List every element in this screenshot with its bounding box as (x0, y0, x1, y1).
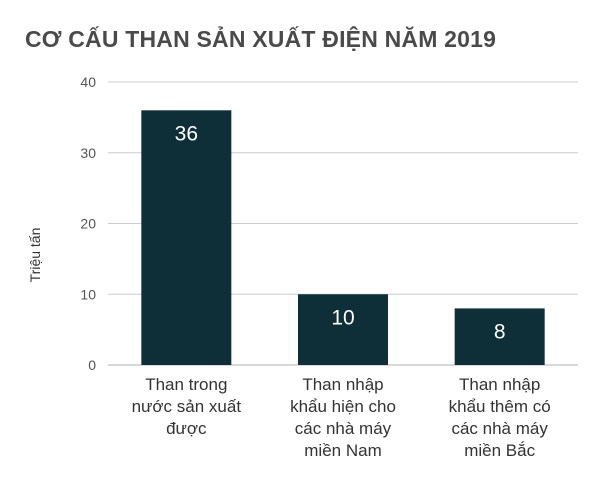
x-category-label: Than nhập khẩu hiện cho các nhà máy miền Na… (290, 375, 396, 460)
bar-value-label: 10 (331, 306, 354, 329)
chart-title: CƠ CẤU THAN SẢN XUẤT ĐIỆN NĂM 2019 (25, 26, 497, 52)
bar-value-label: 8 (494, 320, 506, 343)
x-category-label-line: các nhà máy (451, 419, 548, 438)
x-category-label: Than trong nước sản xuất được (132, 375, 242, 438)
bar-value-labels: 36 10 8 (175, 122, 506, 343)
x-category-label-line: khẩu thêm có (449, 397, 551, 416)
x-category-label: Than nhập khẩu thêm có các nhà máy miền Bắc (449, 375, 551, 460)
x-category-label-line: khẩu hiện cho (290, 397, 396, 416)
y-tick-label: 10 (80, 286, 96, 302)
x-category-label-line: được (166, 419, 207, 438)
y-axis-label: Triệu tấn (27, 228, 43, 283)
x-category-label-line: nước sản xuất (132, 397, 242, 416)
y-tick-label: 40 (80, 74, 96, 90)
x-category-label-line: miền Nam (304, 441, 381, 460)
y-tick-label: 0 (88, 357, 96, 373)
x-category-label-line: Than nhập (302, 375, 383, 394)
bar (454, 308, 545, 365)
x-category-label-line: miền Bắc (464, 441, 535, 460)
bar (141, 110, 232, 365)
x-category-label-line: các nhà máy (295, 419, 392, 438)
y-axis-ticks: 0 10 20 30 40 (80, 74, 96, 373)
y-tick-label: 30 (80, 145, 96, 161)
x-axis-category-labels: Than trong nước sản xuất được Than nhập khẩu… (132, 375, 551, 460)
bar (298, 294, 388, 365)
y-tick-label: 20 (80, 216, 96, 232)
x-category-label-line: Than trong (145, 375, 227, 394)
bars (141, 110, 545, 365)
bar-value-label: 36 (175, 122, 198, 145)
x-category-label-line: Than nhập (459, 375, 540, 394)
